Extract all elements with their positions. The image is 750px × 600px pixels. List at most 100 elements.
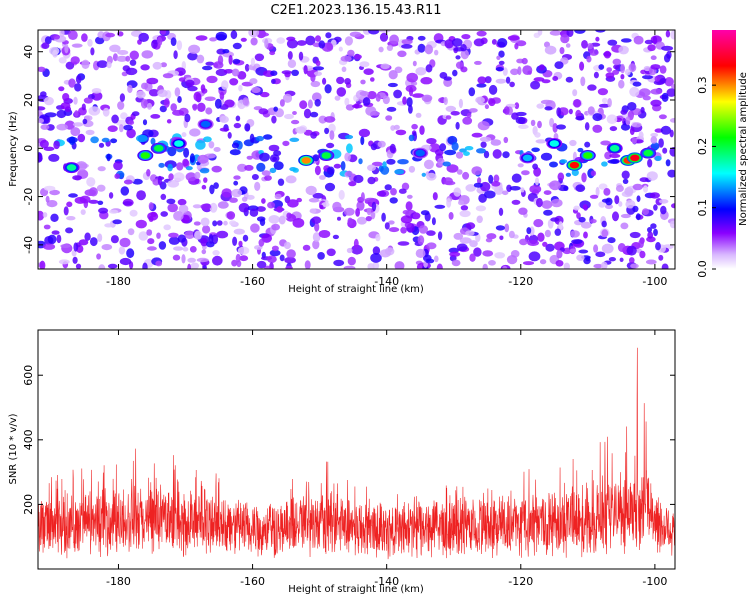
heatmap-cell <box>495 67 504 72</box>
heatmap-cell <box>202 65 213 71</box>
heatmap-cell <box>81 59 90 69</box>
heatmap-cell <box>208 234 214 244</box>
heatmap-cell <box>213 61 224 69</box>
heatmap-cell <box>340 161 346 171</box>
heatmap-cell <box>95 36 105 45</box>
heatmap-cell <box>319 175 326 180</box>
heatmap-cell <box>278 215 286 225</box>
heatmap-cell <box>195 35 208 41</box>
heatmap-cell <box>235 253 241 263</box>
heatmap-cell <box>503 136 509 144</box>
heatmap-cell <box>244 164 254 171</box>
snr-xlabel: Height of straight line (km) <box>288 584 424 595</box>
heatmap-cell <box>167 163 173 172</box>
heatmap-cell <box>219 115 229 123</box>
heatmap-cell <box>650 64 661 70</box>
heatmap-cell <box>38 106 46 111</box>
heatmap-cell <box>484 76 492 84</box>
heatmap-cell <box>221 80 229 90</box>
heatmap-cell <box>565 76 574 83</box>
snr-panel: -180 -160 -140 -120 -100 200 400 600 Height of… <box>8 329 676 595</box>
heatmap-cell <box>359 91 369 96</box>
heatmap-cell <box>332 234 339 240</box>
heatmap-cell <box>397 241 410 246</box>
heatmap-cell <box>604 151 612 160</box>
heatmap-cell <box>559 47 565 55</box>
heatmap-cell <box>78 239 89 246</box>
heatmap-cell <box>68 30 78 40</box>
heatmap-cell <box>40 124 50 130</box>
heatmap-hotspot <box>301 157 311 164</box>
heatmap-cell <box>456 169 463 175</box>
heatmap-cell <box>665 30 671 38</box>
heatmap-cell <box>318 40 326 49</box>
heatmap-cell <box>622 178 629 184</box>
heatmap-cell <box>552 76 559 81</box>
heatmap-cell <box>142 119 148 126</box>
heatmap-cell <box>491 39 497 45</box>
colorbar-tick-label: 0.0 <box>696 260 709 278</box>
heatmap-cell <box>126 248 135 259</box>
heatmap-cell <box>336 76 345 85</box>
heatmap-cell <box>455 151 464 159</box>
heatmap-cell <box>111 114 119 124</box>
heatmap-cell <box>39 139 49 149</box>
heatmap-cell <box>337 216 341 221</box>
heatmap-cell <box>123 124 133 131</box>
heatmap-cell <box>90 47 95 56</box>
chart-title: C2E1.2023.136.15.43.R11 <box>270 3 441 18</box>
heatmap-cell <box>127 228 135 236</box>
heatmap-cell <box>579 61 585 71</box>
heatmap-cell <box>39 260 46 269</box>
heatmap-cell <box>522 261 535 266</box>
heatmap-cell <box>333 259 345 267</box>
heatmap-cell <box>473 182 483 188</box>
heatmap-cell <box>466 112 472 119</box>
heatmap-cell <box>72 175 82 181</box>
heatmap-cell <box>177 198 187 206</box>
heatmap-cell <box>249 133 255 143</box>
heatmap-cell <box>344 78 351 85</box>
heatmap-cell <box>638 239 644 249</box>
heatmap-cell <box>571 168 579 177</box>
heatmap-cell <box>642 208 649 216</box>
heatmap-cell <box>345 170 353 177</box>
heatmap-hotspot <box>630 154 640 162</box>
heatmap-cell <box>226 211 236 220</box>
heatmap-cell <box>336 87 347 97</box>
heatmap-cell <box>376 190 387 197</box>
heatmap-cell <box>560 34 570 44</box>
heatmap-cell <box>644 39 654 45</box>
heatmap-cell <box>601 243 614 254</box>
heatmap-cell <box>261 170 271 176</box>
heatmap-cell <box>197 102 206 113</box>
heatmap-hotspot <box>643 149 653 157</box>
heatmap-cell <box>601 261 608 269</box>
heatmap-cell <box>291 69 299 77</box>
heatmap-cell <box>650 142 660 151</box>
heatmap-cell <box>624 68 631 76</box>
heatmap-cell <box>167 180 180 188</box>
heatmap-cell <box>526 227 532 235</box>
heatmap-y-tick-label: -20 <box>22 188 35 206</box>
heatmap-hotspot <box>549 140 559 147</box>
heatmap-cell <box>491 181 501 187</box>
heatmap-cell <box>434 255 439 263</box>
heatmap-cell <box>353 174 364 184</box>
heatmap-cell <box>160 62 167 68</box>
heatmap-cell <box>276 37 286 44</box>
heatmap-cell <box>224 99 235 108</box>
heatmap-cell <box>355 208 360 217</box>
heatmap-cell <box>315 35 321 42</box>
heatmap-cell <box>367 164 376 172</box>
heatmap-cell <box>351 244 363 255</box>
heatmap-cell <box>514 102 520 110</box>
heatmap-cell <box>530 119 536 127</box>
heatmap-cell <box>196 165 202 170</box>
heatmap-cell <box>539 259 547 265</box>
heatmap-cell <box>174 87 181 97</box>
heatmap-cell <box>312 239 320 250</box>
heatmap-cell <box>188 44 201 54</box>
heatmap-cell <box>114 173 120 179</box>
heatmap-cell <box>324 116 336 123</box>
